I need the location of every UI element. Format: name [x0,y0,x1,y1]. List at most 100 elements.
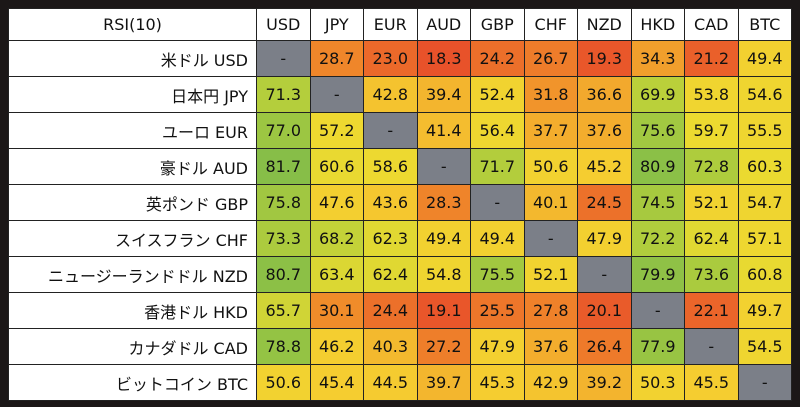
cell: 50.6 [256,364,311,401]
cell: 71.7 [470,148,525,185]
cell: 55.5 [737,112,792,149]
cell: 63.4 [309,256,364,293]
cell: 75.8 [256,184,311,221]
cell: 49.4 [416,220,471,257]
cell: 62.3 [363,220,418,257]
cell: 49.7 [737,292,792,329]
cell: 79.9 [630,256,685,293]
cell: 74.5 [630,184,685,221]
cell: 46.2 [309,328,364,365]
row: ユーロ EUR 77.0 57.2-41.4 56.4 37.7 37.6 75.6 59.7… [8,112,792,149]
cell: 42.9 [523,364,578,401]
cell: 75.5 [470,256,525,293]
row: スイスフラン CHF 73.3 68.2 62.3 49.4 49.4-47.9 72.2 6… [8,220,792,257]
cell: 18.3 [416,40,471,77]
cell: 49.4 [470,220,525,257]
cell: 62.4 [684,220,739,257]
cell: 28.3 [416,184,471,221]
row: 豪ドル AUD 81.7 60.6 58.6-71.7 50.6 45.2 80.9 72.8… [8,148,792,185]
cell: - [470,184,525,221]
column-header: BTC [737,8,792,41]
cell: 80.9 [630,148,685,185]
cell: 43.6 [363,184,418,221]
row-label: 米ドル USD [8,40,257,77]
column-header: GBP [470,8,525,41]
cell: 20.1 [577,292,632,329]
row-label: カナダドル CAD [8,328,257,365]
column-header: JPY [309,8,364,41]
cell: 39.4 [416,76,471,113]
cell: 45.2 [577,148,632,185]
row: 日本円 JPY 71.3-42.8 39.4 52.4 31.8 36.6 69.9 53.8… [8,76,792,113]
cell: 72.8 [684,148,739,185]
column-header: EUR [363,8,418,41]
cell: 54.6 [737,76,792,113]
cell: 37.6 [523,328,578,365]
cell: 24.5 [577,184,632,221]
cell: 37.6 [577,112,632,149]
cell: 39.7 [416,364,471,401]
cell: 52.1 [523,256,578,293]
cell: 42.8 [363,76,418,113]
cell: - [630,292,685,329]
cell: 54.5 [737,328,792,365]
cell: - [309,76,364,113]
cell: 80.7 [256,256,311,293]
cell: 52.4 [470,76,525,113]
cell: 50.6 [523,148,578,185]
cell: 30.1 [309,292,364,329]
row: ビットコイン BTC 50.6 45.4 44.5 39.7 45.3 42.9 39.2 50… [8,364,792,401]
row: カナダドル CAD 78.8 46.2 40.3 27.2 47.9 37.6 26.4 77.… [8,328,792,365]
cell: 19.1 [416,292,471,329]
cell: 73.3 [256,220,311,257]
cell: 45.4 [309,364,364,401]
row-label: 英ポンド GBP [8,184,257,221]
cell: 37.7 [523,112,578,149]
cell: 52.1 [684,184,739,221]
cell: 77.9 [630,328,685,365]
cell: 77.0 [256,112,311,149]
column-header: CAD [684,8,739,41]
cell: 53.8 [684,76,739,113]
row-label: ニュージーランドドル NZD [8,256,257,293]
cell: 27.8 [523,292,578,329]
row: 香港ドル HKD 65.7 30.1 24.4 19.1 25.5 27.8 20.1-22.… [8,292,792,329]
row-label: 日本円 JPY [8,76,257,113]
cell: 47.9 [577,220,632,257]
cell: 41.4 [416,112,471,149]
rsi-table: RSI(10) USD JPY EUR AUD GBP CHF NZD HKD CAD BTC 米ド… [8,8,792,401]
row-label: ユーロ EUR [8,112,257,149]
cell: 25.5 [470,292,525,329]
cell: 39.2 [577,364,632,401]
cell: 78.8 [256,328,311,365]
cell: 44.5 [363,364,418,401]
row-label: 豪ドル AUD [8,148,257,185]
cell: 23.0 [363,40,418,77]
row: 米ドル USD -28.7 23.0 18.3 24.2 26.7 19.3 34.3 21.2… [8,40,792,77]
cell: - [684,328,739,365]
cell: 21.2 [684,40,739,77]
row-label: スイスフラン CHF [8,220,257,257]
cell: 26.7 [523,40,578,77]
cell: 58.6 [363,148,418,185]
cell: 69.9 [630,76,685,113]
cell: 45.3 [470,364,525,401]
cell: 60.8 [737,256,792,293]
cell: 26.4 [577,328,632,365]
cell: 73.6 [684,256,739,293]
cell: - [256,40,311,77]
cell: 34.3 [630,40,685,77]
column-header: HKD [630,8,685,41]
row-label: ビットコイン BTC [8,364,257,401]
cell: 59.7 [684,112,739,149]
column-header: CHF [523,8,578,41]
cell: 71.3 [256,76,311,113]
corner: RSI(10) [8,8,257,41]
cell: 36.6 [577,76,632,113]
cell: 19.3 [577,40,632,77]
cell: 50.3 [630,364,685,401]
row-label: 香港ドル HKD [8,292,257,329]
cell: 22.1 [684,292,739,329]
cell: 54.8 [416,256,471,293]
